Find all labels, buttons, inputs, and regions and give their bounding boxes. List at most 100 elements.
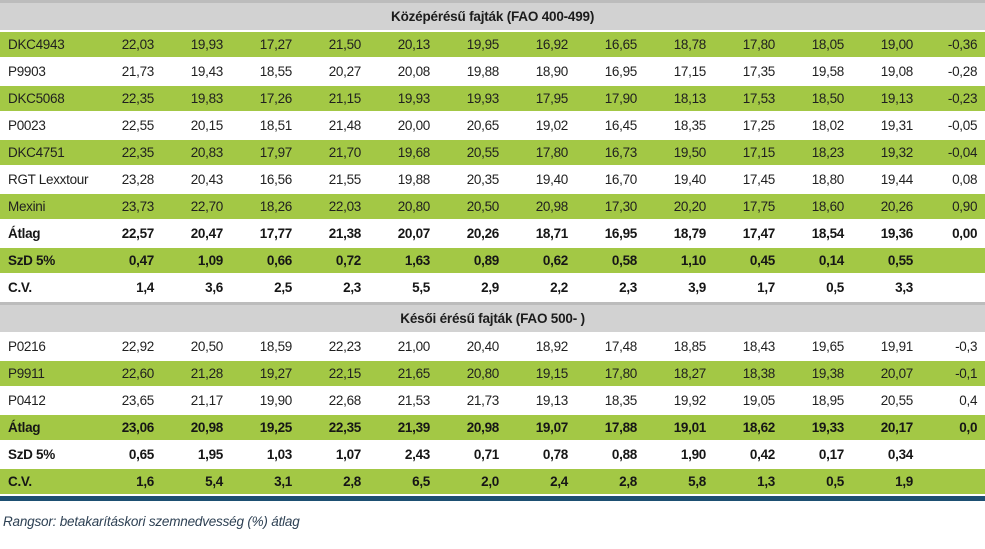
table-row: C.V. 1,4 3,6 2,5 2,3 5,5 2,9 2,2 2,3 3,9 1,7 0,5 3,3 [0,275,985,302]
value-cell: 18,59 [238,334,307,361]
value-cell: 20,50 [445,194,514,221]
table-row: Mexini 23,73 22,70 18,26 22,03 20,80 20,50 20,9… [0,194,985,221]
value-cell: 0,45 [721,248,790,275]
value-cell: -0,04 [928,140,985,167]
value-cell: 0,58 [583,248,652,275]
value-cell: 5,8 [652,469,721,496]
value-cell: 19,07 [514,415,583,442]
value-cell: 3,6 [169,275,238,302]
bottom-rule [0,496,985,501]
value-cell: 20,40 [445,334,514,361]
value-cell: 16,56 [238,167,307,194]
value-cell: -0,05 [928,113,985,140]
value-cell: 18,55 [238,59,307,86]
row-label: Átlag [0,415,100,442]
value-cell: 0,4 [928,388,985,415]
value-cell: 21,17 [169,388,238,415]
value-cell: 22,57 [100,221,169,248]
value-cell: 18,95 [790,388,859,415]
value-cell: -0,1 [928,361,985,388]
value-cell: 16,73 [583,140,652,167]
value-cell: 18,71 [514,221,583,248]
value-cell: 18,78 [652,32,721,59]
value-cell: 21,00 [376,334,445,361]
value-cell: 18,23 [790,140,859,167]
value-cell: 22,35 [307,415,376,442]
value-cell: 19,38 [790,361,859,388]
value-cell: 22,03 [307,194,376,221]
value-cell: 2,4 [514,469,583,496]
value-cell: 20,47 [169,221,238,248]
value-cell: 0,5 [790,275,859,302]
value-cell: 2,3 [583,275,652,302]
value-cell: 2,9 [445,275,514,302]
value-cell: 0,5 [790,469,859,496]
value-cell: 17,25 [721,113,790,140]
table-row: SzD 5% 0,65 1,95 1,03 1,07 2,43 0,71 0,78 0,88 1,… [0,442,985,469]
value-cell: 20,98 [514,194,583,221]
value-cell: 0,55 [859,248,928,275]
value-cell: 23,28 [100,167,169,194]
table-row: Átlag 22,57 20,47 17,77 21,38 20,07 20,26 18,71… [0,221,985,248]
value-cell: 18,90 [514,59,583,86]
value-cell: 0,17 [790,442,859,469]
row-label: P9911 [0,361,100,388]
value-cell: 18,27 [652,361,721,388]
value-cell: 18,35 [583,388,652,415]
value-cell: 18,60 [790,194,859,221]
row-label: SzD 5% [0,442,100,469]
value-cell: 19,44 [859,167,928,194]
value-cell: 19,88 [445,59,514,86]
value-cell: 20,80 [445,361,514,388]
value-cell: 0,0 [928,415,985,442]
value-cell: 22,15 [307,361,376,388]
value-cell: 21,55 [307,167,376,194]
table-row: P9903 21,73 19,43 18,55 20,27 20,08 19,88 18,90… [0,59,985,86]
value-cell: 20,55 [445,140,514,167]
value-cell: 1,03 [238,442,307,469]
row-label: DKC4751 [0,140,100,167]
value-cell: 17,47 [721,221,790,248]
grain-moisture-table: Középérésű fajták (FAO 400-499) DKC4943 22… [0,0,985,496]
value-cell: 20,07 [859,361,928,388]
value-cell: 0,47 [100,248,169,275]
value-cell: 17,27 [238,32,307,59]
row-label: Átlag [0,221,100,248]
row-label: P0216 [0,334,100,361]
value-cell: 19,43 [169,59,238,86]
value-cell: 16,95 [583,221,652,248]
value-cell: 19,65 [790,334,859,361]
value-cell: 0,14 [790,248,859,275]
value-cell: 0,66 [238,248,307,275]
value-cell: 21,15 [307,86,376,113]
value-cell: 19,68 [376,140,445,167]
value-cell: 22,60 [100,361,169,388]
value-cell: 2,2 [514,275,583,302]
value-cell: 0,90 [928,194,985,221]
value-cell: 19,88 [376,167,445,194]
value-cell: 16,92 [514,32,583,59]
value-cell: 19,40 [652,167,721,194]
value-cell: 16,45 [583,113,652,140]
value-cell: 18,92 [514,334,583,361]
value-cell: 19,13 [514,388,583,415]
value-cell: -0,28 [928,59,985,86]
value-cell: 22,03 [100,32,169,59]
value-cell: 20,08 [376,59,445,86]
row-label: SzD 5% [0,248,100,275]
value-cell: 22,68 [307,388,376,415]
value-cell: 20,26 [445,221,514,248]
table-row: P0216 22,92 20,50 18,59 22,23 21,00 20,40 18,92… [0,334,985,361]
table-row: SzD 5% 0,47 1,09 0,66 0,72 1,63 0,89 0,62 0,58 1,… [0,248,985,275]
value-cell: -0,3 [928,334,985,361]
value-cell [928,248,985,275]
value-cell: 23,65 [100,388,169,415]
value-cell: 19,13 [859,86,928,113]
value-cell: 19,50 [652,140,721,167]
table-row: P9911 22,60 21,28 19,27 22,15 21,65 20,80 19,15… [0,361,985,388]
row-label: DKC4943 [0,32,100,59]
value-cell: 19,36 [859,221,928,248]
table-row: C.V. 1,6 5,4 3,1 2,8 6,5 2,0 2,4 2,8 5,8 1,3 0,5 1,9 [0,469,985,496]
value-cell: 16,95 [583,59,652,86]
value-cell: 19,40 [514,167,583,194]
